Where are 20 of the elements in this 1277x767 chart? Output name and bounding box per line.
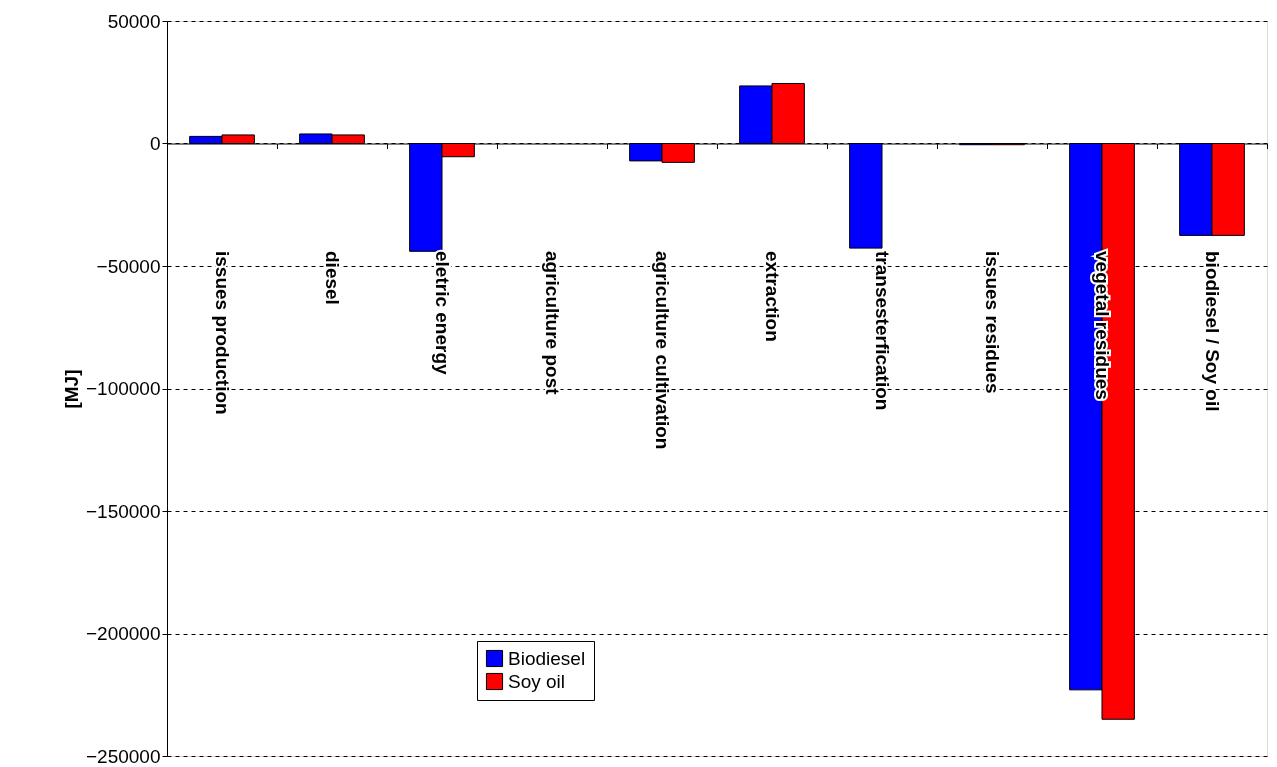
x-tick-label: vegetal residues <box>1092 251 1113 400</box>
x-tick-label: eletric energy <box>432 251 453 375</box>
y-tick-label: −250000 <box>86 745 161 767</box>
legend-label: Soy oil <box>508 670 566 692</box>
x-tick-label: transesterfication <box>872 251 893 411</box>
legend-label: Biodiesel <box>508 647 586 669</box>
x-tick-label: extraction <box>762 251 783 342</box>
x-tick-label: agriculture post <box>542 251 563 396</box>
x-tick-label: agriculture cultivation <box>652 251 673 450</box>
x-tick-label: issues production <box>212 251 233 415</box>
y-tick-label: −200000 <box>86 623 161 644</box>
x-tick-label: diesel <box>322 251 343 305</box>
x-tick-label: issues residues <box>982 251 1003 394</box>
y-tick-label: −50000 <box>96 255 161 277</box>
y-tick-label: 0 <box>149 133 161 154</box>
y-tick-label: −100000 <box>86 378 161 399</box>
y-tick-label: 50000 <box>107 10 161 32</box>
y-axis-title: [MJ] <box>61 369 82 409</box>
x-tick-label: biodiesel / Soy oil <box>1202 251 1223 412</box>
y-tick-label: −150000 <box>86 500 161 522</box>
